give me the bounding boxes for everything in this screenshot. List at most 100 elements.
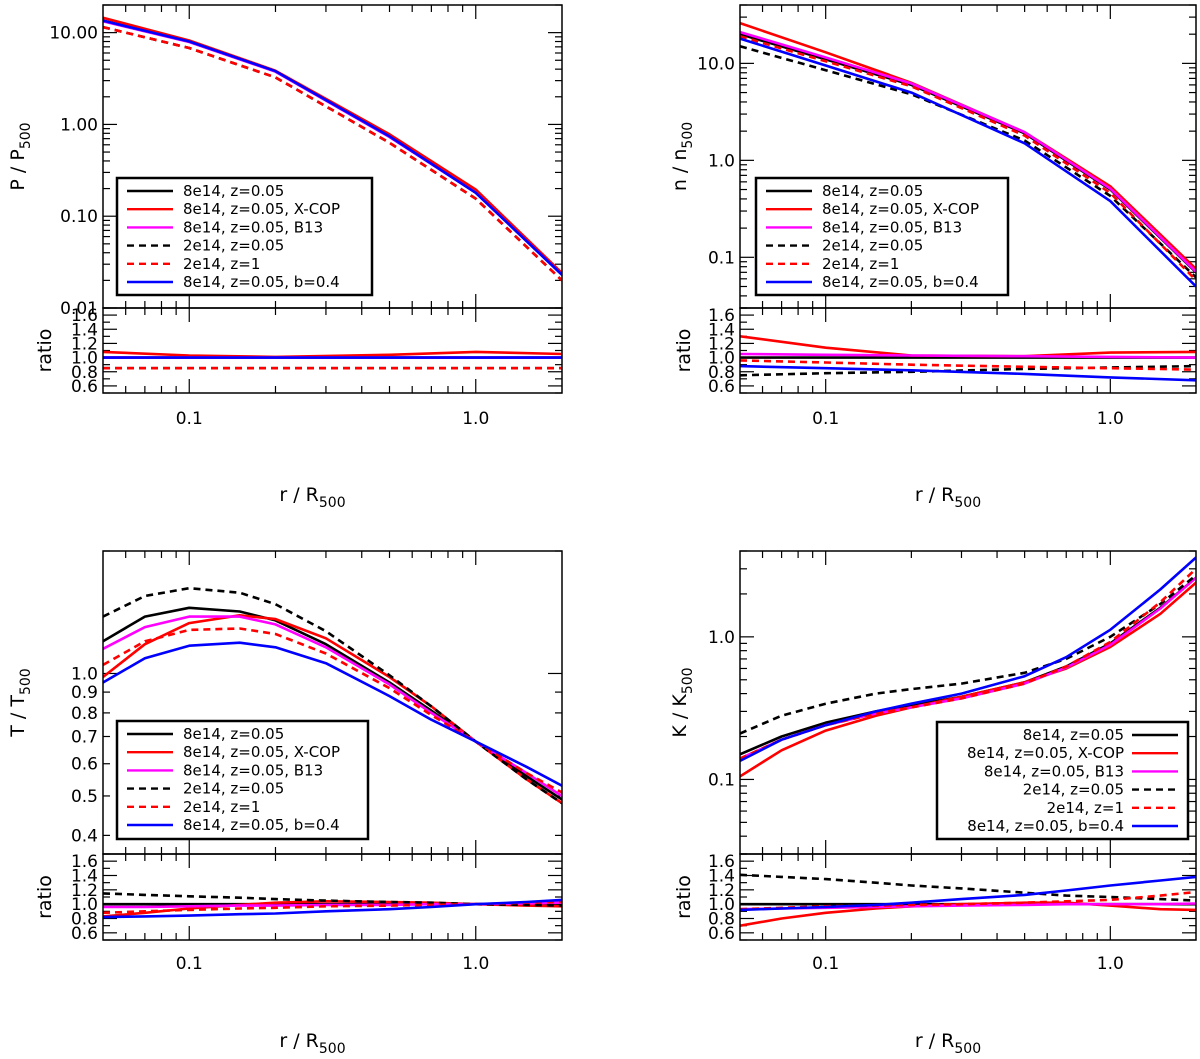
ratio-tick-label: 0.8	[71, 910, 98, 930]
x-tick-label: 1.0	[462, 409, 489, 429]
ratio-curves	[103, 892, 562, 919]
ratio-tick-label: 1.4	[71, 320, 98, 340]
ratio-tick-label: 0.6	[71, 924, 98, 944]
ratio-line-1	[740, 335, 1196, 358]
legend-label: 8e14, z=0.05, X-COP	[183, 743, 340, 761]
ratio-frame	[739, 853, 1197, 941]
ratio-tick-label: 1.4	[708, 320, 735, 340]
ratio-line-3	[740, 873, 1196, 902]
ratio-tick-label: 1.6	[708, 852, 735, 872]
y-tick-label: 1.0	[71, 664, 98, 684]
legend-label: 2e14, z=1	[183, 798, 260, 816]
legend-label: 8e14, z=0.05	[183, 182, 284, 200]
ratio-line-2	[740, 352, 1196, 359]
series-line-2	[103, 615, 562, 798]
ratio-tick-label: 1.2	[71, 334, 98, 354]
pressure-panel: 10.001.000.100.010.60.81.01.21.41.60.1 1.…	[7, 4, 563, 511]
x-axis-title: r / R500	[279, 1030, 345, 1057]
ratio-tick-label: 1.0	[708, 895, 735, 915]
legend-label: 8e14, z=0.05	[822, 182, 923, 200]
y-tick-label: 0.5	[71, 787, 98, 807]
ratio-axis-title: ratio	[673, 875, 695, 919]
x-tick-label: 0.1	[812, 954, 839, 974]
ratio-tick-label: 1.2	[708, 334, 735, 354]
y-tick-label: 0.1	[708, 248, 735, 268]
ratio-line-5	[740, 364, 1196, 382]
ratio-tick-label: 0.8	[71, 363, 98, 383]
series-line-3	[103, 586, 562, 805]
profile-curves	[103, 16, 562, 282]
legend-label: 2e14, z=1	[1047, 799, 1124, 817]
x-axis-title: r / R500	[915, 1030, 981, 1057]
series-line-5	[740, 37, 1196, 288]
ratio-tick-label: 0.6	[708, 377, 735, 397]
legend-label: 8e14, z=0.05, X-COP	[183, 200, 340, 218]
y-ticks-top	[740, 4, 1196, 309]
legend-label: 2e14, z=1	[183, 255, 260, 273]
y-axis-title: n / n500	[669, 122, 696, 191]
legend-box	[754, 176, 1010, 297]
ratio-tick-label: 1.4	[708, 867, 735, 887]
ratio-tick-label: 0.6	[71, 377, 98, 397]
entropy-panel: 1.00.10.60.81.01.21.41.60.1 1.0r / R500K …	[669, 550, 1197, 1057]
ratio-axis-title: ratio	[34, 875, 56, 919]
y-axis-title: T / T500	[7, 668, 34, 737]
legend-label: 8e14, z=0.05, b=0.4	[967, 817, 1124, 835]
ratio-tick-label: 1.4	[71, 867, 98, 887]
x-axis-title: r / R500	[915, 484, 981, 511]
y-ticks-ratio	[740, 307, 1196, 394]
y-tick-label: 1.0	[708, 151, 735, 171]
legend-label: 8e14, z=0.05, B13	[183, 761, 323, 779]
y-tick-label: 0.10	[60, 207, 98, 227]
legend-label: 8e14, z=0.05	[1023, 726, 1124, 744]
ratio-tick-label: 0.8	[708, 363, 735, 383]
legend-label: 2e14, z=1	[822, 255, 899, 273]
ratio-tick-label: 1.0	[708, 349, 735, 369]
legend-label: 8e14, z=0.05, X-COP	[967, 744, 1124, 762]
y-ticks-ratio	[103, 307, 562, 394]
legend-label: 8e14, z=0.05, b=0.4	[183, 816, 340, 834]
legend-label: 8e14, z=0.05, b=0.4	[822, 273, 979, 291]
density-panel: 10.01.00.10.60.81.01.21.41.60.1 1.0r / R5…	[669, 4, 1197, 511]
x-ticks	[761, 551, 1111, 940]
y-tick-label: 0.6	[71, 755, 98, 775]
x-tick-label: 1.0	[1097, 954, 1124, 974]
y-axis-title: K / K500	[669, 667, 696, 737]
series-line-2	[740, 30, 1196, 273]
y-tick-label: 0.7	[71, 728, 98, 748]
profile-curves	[103, 586, 562, 805]
x-ticks	[125, 5, 477, 393]
y-tick-label: 0.8	[71, 704, 98, 724]
ratio-curves	[740, 335, 1196, 382]
x-tick-label: 0.1	[176, 954, 203, 974]
legend-label: 8e14, z=0.05, B13	[822, 218, 962, 236]
ratio-axis-title: ratio	[673, 329, 695, 373]
y-ticks-ratio	[103, 853, 562, 941]
y-tick-label: 0.01	[60, 299, 98, 319]
legend-label: 8e14, z=0.05, X-COP	[822, 200, 979, 218]
series-line-5	[740, 556, 1196, 763]
y-tick-label: 10.0	[697, 54, 735, 74]
ratio-axis-title: ratio	[34, 329, 56, 373]
ratio-line-4	[740, 890, 1196, 911]
series-line-4	[103, 627, 562, 794]
y-tick-label: 0.1	[708, 770, 735, 790]
ratio-line-4	[740, 359, 1196, 371]
legend-box	[115, 176, 374, 297]
ratio-tick-label: 0.6	[708, 924, 735, 944]
x-tick-label: 0.1	[812, 409, 839, 429]
y-tick-label: 10.00	[49, 24, 98, 44]
ratio-tick-label: 1.0	[71, 349, 98, 369]
series-line-3	[740, 45, 1196, 279]
series-line-4	[740, 35, 1196, 282]
y-tick-label: 0.9	[71, 683, 98, 703]
x-tick-label: 1.0	[462, 954, 489, 974]
x-tick-label: 0.1	[176, 409, 203, 429]
y-tick-label: 1.0	[708, 628, 735, 648]
profile-curves	[740, 556, 1196, 778]
profile-curves	[740, 21, 1196, 288]
y-tick-label: 1.00	[60, 115, 98, 135]
